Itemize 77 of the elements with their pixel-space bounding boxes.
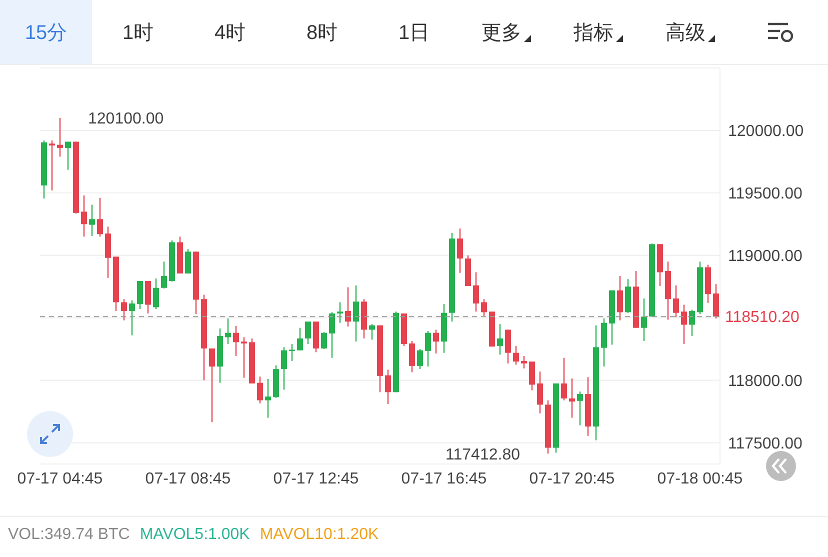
candlestick [337, 302, 343, 324]
candlestick [57, 117, 63, 158]
x-tick-label: 07-17 04:45 [17, 470, 103, 488]
candlestick [49, 140, 55, 192]
candlestick [121, 298, 127, 321]
candlestick [281, 346, 287, 390]
text: 1日 [398, 20, 430, 46]
candlestick [497, 323, 503, 356]
candlestick [577, 390, 583, 426]
candlestick [641, 298, 647, 342]
text: MAVOL10:1.20K [260, 526, 379, 544]
text: 4时 [214, 20, 246, 46]
y-tick-label: 120000.00 [728, 123, 804, 140]
candlestick [329, 312, 335, 358]
text: MAVOL5:1.00K [140, 526, 250, 544]
candlestick [129, 300, 135, 336]
x-tick-label: 07-18 00:45 [657, 470, 743, 488]
y-tick-label: 119500.00 [728, 186, 803, 203]
candlestick [529, 360, 535, 391]
candlestick [409, 340, 415, 373]
candlestick [481, 298, 487, 317]
candlestick [241, 336, 247, 378]
y-tick-label: 117500.00 [728, 435, 803, 452]
candlestick [97, 197, 103, 238]
candlestick [265, 378, 271, 418]
candlestick [689, 309, 695, 337]
candlestick [209, 348, 215, 423]
candlestick [385, 369, 391, 405]
candlestick [425, 330, 431, 368]
candlestick [353, 284, 359, 342]
candlestick [153, 278, 159, 310]
x-tick-label: 07-17 16:45 [401, 470, 487, 488]
candlestick [617, 275, 623, 321]
candlestick [513, 345, 519, 366]
candlestick [473, 272, 479, 312]
candlestick [297, 327, 303, 351]
x-tick-label: 07-17 12:45 [273, 470, 359, 488]
candlestick [321, 332, 327, 350]
candlestick [681, 304, 687, 345]
candlestick [65, 141, 71, 170]
text: 更多 [482, 20, 522, 46]
text: 1时 [122, 20, 154, 46]
candlestick [673, 284, 679, 318]
candlestick [137, 280, 143, 310]
candlestick [569, 378, 575, 418]
candlestick [89, 204, 95, 237]
candlestick [81, 194, 87, 238]
text: VOL:349.74 BTC [8, 526, 130, 544]
candlestick [561, 357, 567, 401]
text: 8时 [306, 20, 338, 46]
x-tick-label: 07-17 20:45 [529, 470, 615, 488]
candlestick [225, 318, 231, 345]
candlestick [505, 329, 511, 364]
annotation: 120100.00 [88, 110, 164, 128]
candlestick [185, 248, 191, 274]
candlestick [369, 323, 375, 340]
y-tick-label: 118000.00 [728, 372, 803, 390]
candlestick [537, 370, 543, 414]
candlestick [145, 280, 151, 314]
candlestick [257, 376, 263, 404]
candlestick [457, 228, 463, 274]
candlestick [233, 325, 239, 357]
candlestick [521, 355, 527, 370]
y-tick-label: 119000.00 [728, 248, 803, 266]
ref-line-label: 118510.20 [725, 309, 800, 326]
text: 指标 [574, 20, 614, 46]
candlestick [713, 284, 719, 320]
annotation: 117412.80 [446, 446, 520, 464]
candlestick [345, 286, 351, 328]
candlestick [161, 261, 167, 290]
candlestick [433, 329, 439, 354]
candlestick [289, 343, 295, 362]
text: 15分 [24, 20, 68, 46]
x-tick-label: 07-17 08:45 [145, 470, 231, 488]
text: 高级 [666, 20, 706, 46]
candlestick [305, 320, 311, 345]
candlestick [417, 348, 423, 370]
